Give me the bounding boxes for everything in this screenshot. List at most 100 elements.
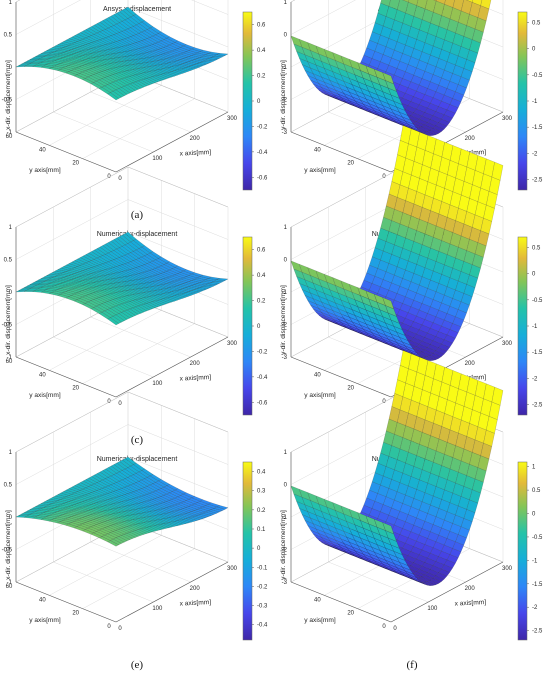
colorbar-tick-label: 0.4 [257,273,266,279]
panel-caption: (f) [407,659,418,671]
z-tick-label: 0.5 [4,33,13,39]
x-tick-label: 200 [465,586,476,592]
colorbar-tick-label: 0.4 [257,48,266,54]
z-tick-label: -1 [282,290,288,296]
z-tick-label: 1 [9,0,13,6]
y-tick-label: 60 [6,584,13,590]
y-tick-label: 40 [314,147,321,153]
panel-d: Numerical y-displacement-3-2-10101002003… [280,125,543,446]
z-tick-label: 1 [284,450,288,456]
surface-patch [216,505,229,510]
colorbar-tick-label: 0.5 [532,20,541,26]
z-axis-label: x-dir. displacement[mm] [5,60,12,130]
y-tick-label: 40 [39,597,46,603]
panel-e: Numerical x-displacement -1 -0.5 0 0.5 1 0 100 2… [2,391,268,671]
colorbar-tick-label: -1.5 [532,125,543,131]
z-axis-label: y-dir. displacement[mm] [280,60,287,130]
z-axis-label: x-dir. displacement[mm] [5,285,12,355]
colorbar-tick-label: -2 [532,376,538,382]
panel-caption: (a) [131,209,144,221]
z-tick-label: -3 [282,130,288,136]
colorbar-tick-label: -0.6 [257,175,268,181]
z-axis-label: y-dir. displacement[mm] [280,510,287,580]
colorbar-tick-label: -0.6 [257,400,268,406]
surface-mesh [290,350,504,586]
x-tick-label: 300 [227,341,238,347]
z-tick-label: -2 [282,98,288,104]
z-tick-label: -2 [282,548,288,554]
colorbar-tick-label: -2 [532,605,538,611]
surface-patch [408,0,419,6]
colorbar [517,236,528,416]
surface-patch [380,0,391,7]
x-tick-label: 200 [465,136,476,142]
colorbar-tick-label: 0.1 [257,527,266,533]
surface-patch [444,0,455,8]
colorbar-tick-label: 1 [532,465,536,471]
colorbar-tick-label: 0.4 [257,470,266,476]
surface-patch [472,0,483,6]
y-axis-label: y axis[mm] [304,392,336,399]
panel-caption: (c) [131,434,144,446]
colorbar-tick-label: -0.5 [532,298,543,304]
chart-title: Ansys x-displacement [103,6,171,13]
x-tick-label: 100 [152,156,163,162]
z-tick-label: 1 [9,225,13,231]
colorbar-tick-label: 0.2 [257,74,266,80]
colorbar [242,11,253,191]
x-axis-label: x axis[mm] [179,374,211,383]
x-axis-label: x axis[mm] [179,599,211,608]
x-tick-label: 0 [118,176,122,182]
z-tick-label: -0.5 [2,548,13,554]
x-tick-label: 300 [227,566,238,572]
z-tick-label: 1 [284,0,288,6]
y-tick-label: 40 [39,372,46,378]
y-tick-label: 40 [314,372,321,378]
colorbar [242,236,253,416]
colorbar-tick-label: -0.3 [257,604,268,610]
x-tick-label: 200 [190,136,201,142]
y-axis-label: y axis[mm] [29,617,61,624]
y-tick-label: 20 [347,161,354,167]
surface-mesh [15,231,229,326]
colorbar-tick-label: -0.1 [257,565,268,571]
surface-patch [466,0,473,3]
x-tick-label: 200 [465,361,476,367]
z-tick-label: -1 [7,130,13,136]
surface-patch [216,278,229,281]
colorbar-tick-label: -0.4 [257,375,268,381]
z-tick-label: -0.5 [2,323,13,329]
colorbar-tick-label: -0.4 [257,150,268,156]
chart-title: Numerical x-displacement [97,456,178,463]
surface-mesh [290,125,504,361]
colorbar-tick-label: -0.2 [257,349,268,355]
colorbar-tick-label: -0.5 [532,535,543,541]
colorbar-tick-label: -2.5 [532,629,543,635]
y-tick-label: 20 [347,386,354,392]
y-tick-label: 60 [6,134,13,140]
x-axis-label: x axis[mm] [179,149,211,158]
colorbar-tick-label: -0.4 [257,623,268,629]
colorbar-tick-label: 0 [257,324,261,330]
x-tick-label: 0 [118,401,122,407]
panel-b: Ansys y-displacement-3-2-101010020030002… [280,0,543,221]
colorbar-tick-label: 0.5 [532,488,541,494]
z-tick-label: 0.5 [4,258,13,264]
y-tick-label: 0 [107,624,111,630]
z-tick-label: 1 [284,225,288,231]
x-tick-label: 300 [227,116,238,122]
colorbar-tick-label: -1 [532,99,538,105]
x-tick-label: 100 [427,606,438,612]
surface-patch [433,0,437,2]
surface-patch [436,0,446,5]
z-axis-label: y-dir. displacement[mm] [280,285,287,355]
panel-f: Numerical y-displacement-3-2-10101002003… [280,350,543,671]
x-axis-label: x axis[mm] [454,599,486,608]
colorbar-tick-label: 0.3 [257,489,266,495]
z-tick-label: -2 [282,323,288,329]
colorbar-tick-label: -2.5 [532,403,543,409]
colorbar-tick-label: -0.2 [257,124,268,130]
z-tick-label: 0 [284,483,288,489]
colorbar [517,461,528,641]
